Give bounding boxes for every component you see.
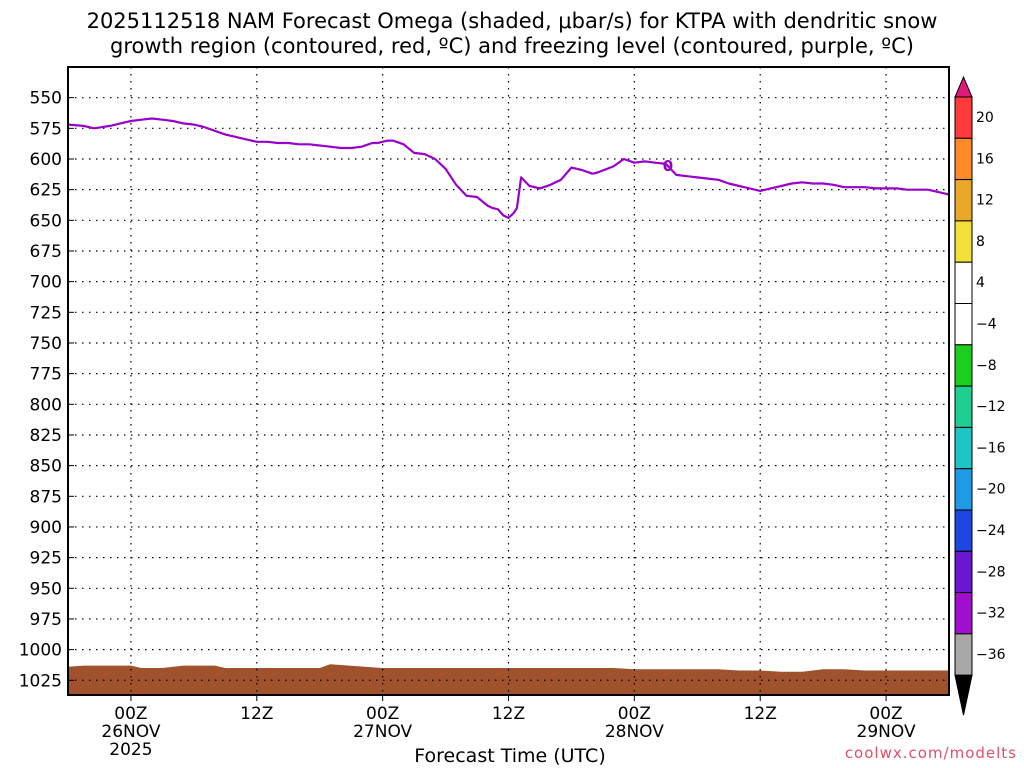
y-tick-label: 550 [30,89,62,109]
y-tick-label: 600 [30,150,62,170]
x-tick-label: 12Z [744,704,777,724]
colorbar-label: 8 [976,234,985,250]
y-tick-label: 625 [30,181,62,201]
colorbar-label: −16 [976,440,1006,456]
colorbar-label: −4 [976,317,997,333]
y-tick-label: 700 [30,273,62,293]
y-tick-label: 900 [30,518,62,538]
colorbar-bin [954,220,973,263]
x-tick-label: 00Z [114,704,147,724]
colorbar-label: −24 [976,523,1006,539]
y-tick-label: 775 [30,365,62,385]
y-tick-label: 950 [30,579,62,599]
chart-title-line-2: growth region (contoured, red, ºC) and f… [110,34,914,58]
colorbar-label: −28 [976,564,1006,580]
colorbar-bin [954,468,973,511]
y-tick-label: 675 [30,242,62,262]
colorbar-bin [954,426,973,470]
y-tick-label: 575 [30,119,62,139]
x-tick-label: 2025 [109,740,152,760]
plot-area [68,67,949,695]
y-tick-label: 1000 [19,641,62,661]
x-tick-label: 00Z [618,704,651,724]
colorbar-label: −20 [976,482,1006,498]
colorbar-bin [954,592,973,635]
x-tick-label: 28NOV [605,722,664,742]
colorbar-label: −32 [976,606,1006,622]
freezing-level-line [67,117,950,219]
y-tick-label: 825 [30,426,62,446]
x-tick-label: 00Z [869,704,902,724]
plot-background [68,67,949,695]
y-tick-label: 650 [30,211,62,231]
colorbar-bottom-triangle [954,674,973,716]
x-tick-label: 29NOV [857,722,916,742]
y-tick-label: 800 [30,395,62,415]
colorbar-bin [954,385,973,428]
colorbar-bin [954,550,973,594]
x-axis-label: Forecast Time (UTC) [414,745,605,767]
y-tick-label: 850 [30,457,62,477]
surface-terrain-fill [68,664,949,695]
site-credit[interactable]: coolwx.com/modelts [845,744,1017,762]
y-tick-label: 750 [30,334,62,354]
colorbar-bin [954,96,973,139]
x-tick-label: 12Z [240,704,273,724]
chart-title-line-1: 2025112518 NAM Forecast Omega (shaded, μ… [86,9,938,33]
colorbar-top-triangle [954,75,973,98]
contour-label: 0 [663,157,673,175]
y-tick-label: 725 [30,303,62,323]
colorbar-bin [954,633,973,676]
x-tick-label: 26NOV [101,722,160,742]
colorbar-bin [954,509,973,552]
colorbar-bin [954,137,973,181]
colorbar-bin [954,179,973,222]
x-tick-label: 27NOV [353,722,412,742]
colorbar-label: 16 [976,151,994,167]
colorbar-bin [954,303,973,346]
y-tick-label: 875 [30,487,62,507]
x-tick-label: 00Z [366,704,399,724]
colorbar-bin [954,344,973,387]
colorbar-label: −8 [976,358,997,374]
colorbar-label: −12 [976,399,1006,415]
colorbar-label: −36 [976,647,1006,663]
x-tick-label: 12Z [492,704,525,724]
y-tick-label: 975 [30,610,62,630]
colorbar-label: 4 [976,275,985,291]
y-tick-label: 1025 [19,671,62,691]
colorbar-bin [954,261,973,305]
colorbar-label: 12 [976,193,994,209]
y-tick-label: 925 [30,549,62,569]
colorbar-label: 20 [976,110,994,126]
